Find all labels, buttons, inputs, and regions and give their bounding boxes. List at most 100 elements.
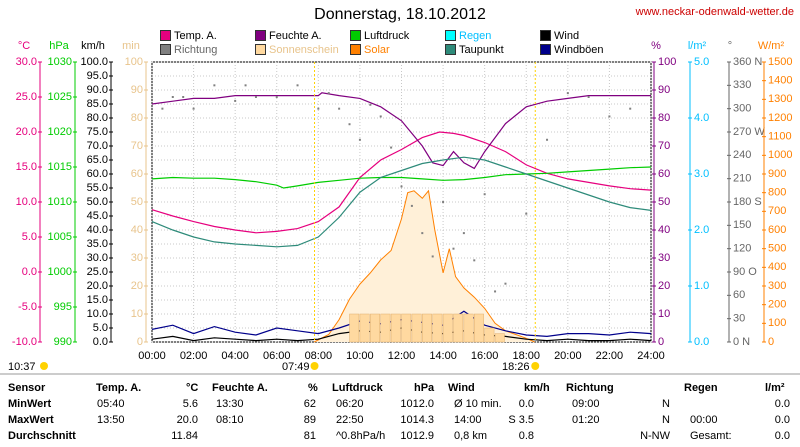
direction-tick-label: 90 O (733, 266, 757, 278)
direction-point (462, 232, 465, 235)
temp-unit-label: °C (18, 40, 30, 52)
direction-point (296, 84, 299, 87)
header-rain-unit: l/m² (765, 382, 785, 394)
stats-cell: 81 (303, 430, 316, 442)
wind-tick-label: 80.0 (87, 112, 108, 124)
sunshine-bar (422, 313, 432, 343)
pressure-tick-label: 1005 (48, 231, 72, 243)
humidity-tick-label: 100 (658, 56, 676, 68)
direction-point (213, 84, 216, 87)
sunshine-bar (411, 313, 422, 343)
wind-tick-label: 50.0 (87, 196, 108, 208)
sunshine-bar (359, 313, 370, 343)
legend-rain: Regen (445, 30, 491, 42)
series-line-feuchtea (151, 92, 651, 170)
header-humidity: Feuchte A. (212, 382, 268, 394)
sunshine-bar (484, 327, 495, 343)
x-tick-label: 18:00 (512, 350, 540, 362)
header-wind: Wind (448, 382, 475, 394)
wind-tick-label: 95.0 (87, 70, 108, 82)
header-pressure-unit: hPa (414, 382, 435, 394)
solar-tick-label: 600 (768, 224, 786, 236)
legend-pressure: Luftdruck (350, 30, 409, 42)
direction-point (566, 92, 569, 95)
stats-cell: S 3.5 (508, 414, 534, 426)
stats-cell: N-NW (640, 430, 670, 442)
humidity-unit-label: % (651, 40, 661, 52)
sunshine-sun-icon (40, 362, 48, 370)
wind-tick-label: 45.0 (87, 210, 108, 222)
stats-cell: 0.8 (518, 430, 534, 442)
sunmin-tick-label: 10 (131, 308, 143, 320)
stats-cell: N (662, 398, 670, 410)
direction-point (629, 107, 632, 110)
sunrise-sun-icon (310, 362, 319, 370)
stats-cell: 01:20 (572, 414, 600, 426)
solar-tick-label: 1200 (768, 112, 792, 124)
series-line-taupunkt (151, 156, 652, 248)
temp-tick-label: -10.0 (12, 336, 37, 348)
humidity-tick-label: 70 (658, 140, 670, 152)
sunmin-tick-label: 100 (125, 56, 143, 68)
solar-tick-label: 900 (768, 168, 786, 180)
direction-point (275, 96, 278, 98)
stats-cell: 1012.9 (400, 430, 434, 442)
stats-cell: 08:10 (216, 414, 244, 426)
direction-point (182, 96, 185, 98)
direction-tick-label: 0 N (733, 336, 750, 348)
pressure-tick-label: 1015 (48, 161, 72, 173)
pressure-tick-label: 990 (54, 336, 72, 348)
stats-row: Durchschnitt 11.84 81 ^0.8hPa/h 1012.9 0,8 km… (0, 430, 800, 445)
statistics-table: Sensor Temp. A. °C Feuchte A. % Luftdruc… (0, 375, 800, 447)
x-tick-label: 24:00 (637, 350, 665, 362)
sunshine-bar (453, 313, 464, 343)
direction-point (161, 107, 164, 110)
sunshine-bar (380, 313, 391, 343)
sunmin-tick-label: 40 (131, 224, 143, 236)
stats-cell: 06:20 (336, 398, 364, 410)
legend-direction: Richtung (160, 44, 217, 56)
wind-tick-label: 65.0 (87, 154, 108, 166)
stats-cell: 20.0 (176, 414, 198, 426)
header-temp-unit: °C (186, 382, 199, 394)
stats-cell: 11.84 (171, 430, 198, 442)
direction-point (192, 107, 195, 110)
series-line-luftdruck (151, 166, 652, 189)
rain-tick-label: 5.0 (694, 56, 709, 68)
sunshine-bar (463, 313, 474, 343)
rain-tick-label: 0.0 (694, 336, 709, 348)
direction-point (348, 123, 351, 126)
direction-point (452, 247, 455, 250)
direction-point (254, 96, 257, 98)
wind-tick-label: 5.0 (93, 322, 108, 334)
sunshine-duration: 10:37 (8, 361, 36, 373)
stats-cell: 0,8 km (454, 430, 488, 442)
temp-tick-label: 15.0 (16, 161, 37, 173)
x-tick-label: 10:00 (346, 350, 374, 362)
x-tick-label: 16:00 (471, 350, 499, 362)
stats-cell: 00:00 (690, 414, 718, 426)
sunmin-tick-label: 0 (137, 336, 143, 348)
legend-wind: Wind (540, 30, 579, 42)
website-link[interactable]: www.neckar-odenwald-wetter.de (635, 6, 794, 18)
direction-point (494, 290, 497, 293)
direction-point (171, 96, 174, 98)
wind-tick-label: 85.0 (87, 98, 108, 110)
stats-cell: 05:40 (97, 398, 125, 410)
stats-cell: 22:50 (336, 414, 364, 426)
temp-tick-label: 5.0 (22, 231, 37, 243)
sunshine-bar (494, 333, 505, 343)
pressure-tick-label: 1030 (48, 56, 72, 68)
header-rain: Regen (684, 382, 718, 394)
header-wind-unit: km/h (524, 382, 550, 394)
humidity-tick-label: 20 (658, 280, 670, 292)
temp-tick-label: 25.0 (16, 91, 37, 103)
direction-tick-label: 180 S (733, 196, 762, 208)
direction-point (525, 212, 528, 215)
direction-tick-label: 30 (733, 313, 745, 325)
solar-tick-label: 100 (768, 317, 786, 329)
stats-cell: Ø 10 min. (454, 398, 502, 410)
direction-tick-label: 60 (733, 289, 745, 301)
direction-point (358, 138, 361, 141)
sunshine-bar (370, 313, 380, 343)
